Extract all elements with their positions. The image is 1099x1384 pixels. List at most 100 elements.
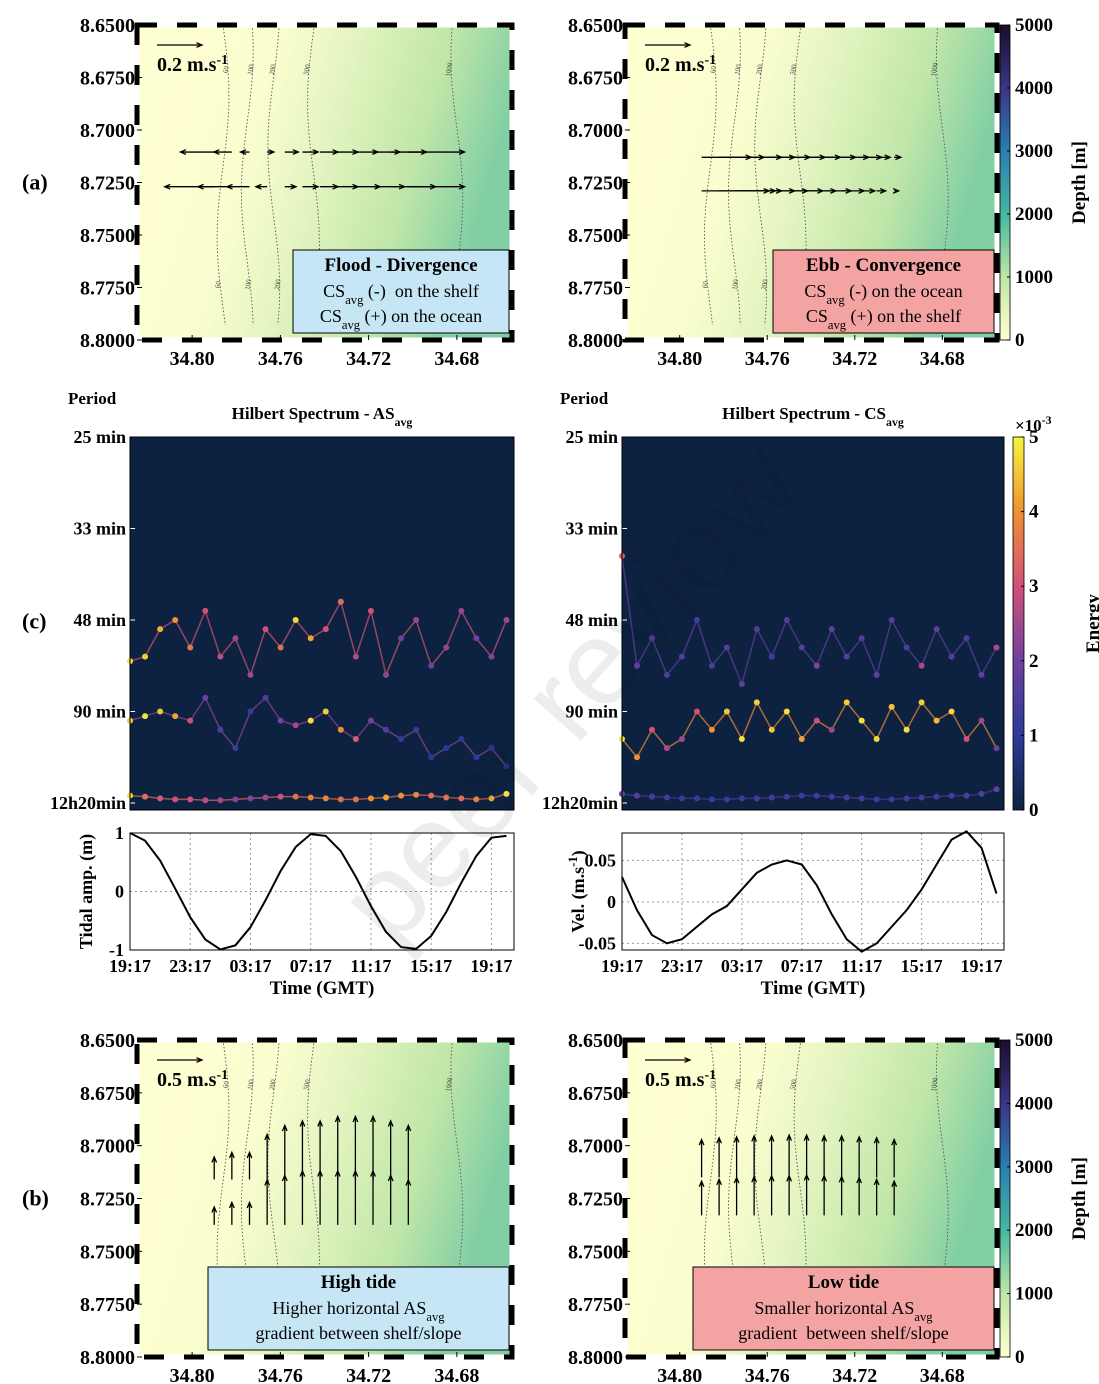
annotation-line-text: CS [323, 281, 345, 301]
y-tick-label: 8.6750 [568, 1083, 623, 1105]
spectrum-point [873, 796, 880, 803]
colorbar-tick-label: 2000 [1015, 204, 1053, 225]
spectrum-point [398, 635, 405, 642]
velocity-arrow [751, 1175, 758, 1216]
colorbar-tick-label: 4000 [1015, 1093, 1053, 1114]
spectrum-point [202, 607, 209, 614]
contour-line [450, 1039, 464, 1341]
velocity-arrow [387, 1119, 394, 1180]
spectrum-point [693, 617, 700, 623]
contour-label: 500 [789, 63, 799, 75]
velocity-arrow [387, 1173, 394, 1225]
velocity-arrow [284, 183, 298, 190]
velocity-arrow [264, 1178, 271, 1225]
x-tick-label: 34.76 [258, 1365, 303, 1384]
y-tick-label: 8.7500 [80, 225, 135, 247]
panel-label: (b) [22, 1186, 49, 1211]
x-tick-label: 15:17 [901, 956, 943, 976]
reference-label-text: 0.5 m.s [157, 1069, 217, 1091]
spectrum-point [413, 726, 420, 733]
panel-label: (a) [22, 170, 48, 195]
x-tick-label: 34.68 [920, 348, 965, 370]
y-tick-label: 8.8000 [80, 330, 135, 352]
colorbar-tick-label: 1 [1029, 725, 1039, 746]
spectrum-frame [129, 436, 515, 811]
spectrum-point [488, 653, 495, 660]
reference-label: 0.5 m.s-1 [157, 1068, 228, 1092]
contour-label: 1000 [929, 62, 939, 78]
spectrum-point [443, 794, 450, 801]
spectrum-point [337, 598, 344, 605]
period-label: Period [560, 389, 609, 408]
spectrum-point [337, 726, 344, 733]
x-tick-label: 34.76 [258, 348, 303, 370]
contour-label: 60 [709, 65, 718, 74]
annotation-line-text: CS [806, 306, 828, 326]
spectrum-point [187, 796, 194, 803]
contour-label: 60 [222, 1080, 231, 1089]
colorbar-tick-label: 5000 [1015, 15, 1053, 36]
contour-line [307, 24, 320, 326]
reference-arrow [645, 42, 692, 48]
spectrum-point [157, 795, 164, 802]
contour-line [793, 24, 807, 326]
velocity-arrow [891, 1137, 898, 1178]
annotation-line-text: gradient between shelf/slope [256, 1323, 462, 1343]
annotation-line-sub: avg [826, 293, 845, 307]
spectrum-point [903, 795, 910, 802]
contour-label: 200 [760, 278, 770, 290]
spectrum-point [383, 794, 389, 801]
spectrum-point [142, 713, 149, 720]
y-tick-label: 8.6750 [80, 1083, 135, 1105]
y-tick-label: 8.7250 [568, 1189, 623, 1211]
contour-label: 500 [302, 1078, 312, 1090]
spectrum-point [993, 786, 1000, 793]
velocity-arrow [246, 1150, 253, 1180]
contour-line [754, 1039, 768, 1341]
velocity-arrow [405, 1178, 412, 1225]
contour-label: 1000 [444, 62, 454, 78]
contour-label: 60 [222, 65, 231, 74]
velocity-arrow [716, 1136, 723, 1178]
velocity-arrow [856, 1175, 863, 1216]
y-axis-label-text: Tidal amp. (m) [76, 834, 97, 949]
x-tick-label: 34.72 [346, 348, 391, 370]
annotation-line-sub: avg [345, 293, 364, 307]
spectrum-point [798, 644, 805, 651]
velocity-arrow [211, 1155, 218, 1180]
spectrum-point [322, 626, 329, 633]
annotation-line-text: Higher horizontal AS [272, 1298, 426, 1318]
spectrum-point [202, 797, 209, 804]
spectrum-point [648, 793, 655, 800]
contour-label: 60 [214, 280, 223, 289]
spectrum-title: Hilbert Spectrum - CSavg [722, 404, 904, 429]
spectrum-point [277, 644, 284, 651]
spectrum-point [428, 662, 435, 669]
reference-label-text: 0.5 m.s [645, 1069, 705, 1091]
spectrum-point [888, 703, 895, 710]
contour-label: 100 [733, 1078, 743, 1090]
spectrum-point [903, 726, 910, 733]
x-tick-label: 34.68 [920, 1365, 965, 1384]
colorbar-tick-label: 3000 [1015, 141, 1053, 162]
colorbar-label: Depth [m] [1069, 141, 1090, 224]
y-tick-label: 8.8000 [568, 1347, 623, 1369]
spectrum-point [858, 717, 865, 724]
colorbar-tick-label: 0 [1015, 1347, 1025, 1368]
y-tick-label: 8.6500 [80, 15, 135, 37]
y-tick-label: 25 min [565, 427, 618, 447]
reference-label-sup: -1 [216, 53, 228, 68]
contour-line [728, 1039, 741, 1341]
x-tick-label: 34.68 [434, 348, 479, 370]
colorbar-tick-label: 2 [1029, 651, 1039, 672]
map-frame-dashes [134, 22, 515, 343]
contour-line [793, 1039, 807, 1341]
spectrum-point [217, 653, 224, 660]
reference-arrow [157, 42, 204, 48]
spectrum-point [933, 793, 940, 800]
y-axis-label: Vel. (m.s-1) [566, 850, 589, 932]
x-tick-label: 11:17 [841, 956, 882, 976]
spectrum-point [157, 708, 164, 715]
y-tick-label: 8.7000 [568, 120, 623, 142]
